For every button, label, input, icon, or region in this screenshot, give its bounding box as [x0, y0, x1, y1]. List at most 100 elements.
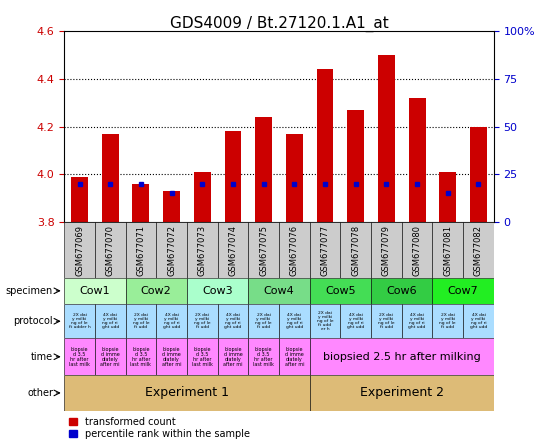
Bar — [432, 278, 494, 304]
Bar — [95, 222, 126, 278]
Bar — [218, 304, 248, 338]
Text: Cow6: Cow6 — [387, 286, 417, 296]
Text: Cow3: Cow3 — [203, 286, 233, 296]
Text: GSM677073: GSM677073 — [198, 225, 207, 276]
Text: GSM677078: GSM677078 — [351, 225, 360, 276]
Text: Cow5: Cow5 — [325, 286, 355, 296]
Text: 2X dai
y milki
ng of le
ft udd: 2X dai y milki ng of le ft udd — [256, 313, 272, 329]
Text: biopsie
d imme
diately
after mi: biopsie d imme diately after mi — [162, 347, 181, 367]
Bar — [340, 222, 371, 278]
Text: GSM677076: GSM677076 — [290, 225, 299, 276]
Text: GSM677081: GSM677081 — [443, 225, 453, 276]
Text: 2X dai
y milki
ng of le
ft udd: 2X dai y milki ng of le ft udd — [440, 313, 456, 329]
Bar — [286, 134, 303, 222]
Bar — [187, 304, 218, 338]
Bar — [340, 304, 371, 338]
Bar — [102, 134, 119, 222]
Text: biopsie
d 3.5
hr after
last milk: biopsie d 3.5 hr after last milk — [253, 347, 274, 367]
Bar — [187, 278, 248, 304]
Text: biopsie
d 3.5
hr after
last milk: biopsie d 3.5 hr after last milk — [192, 347, 213, 367]
Bar — [402, 222, 432, 278]
Bar — [279, 304, 310, 338]
Text: GSM677071: GSM677071 — [136, 225, 146, 276]
Bar — [371, 304, 402, 338]
Bar — [126, 222, 156, 278]
Bar — [64, 278, 126, 304]
Text: biopsie
d imme
diately
after mi: biopsie d imme diately after mi — [223, 347, 243, 367]
Bar — [310, 304, 340, 338]
Bar — [463, 222, 494, 278]
Text: biopsie
d imme
diately
after mi: biopsie d imme diately after mi — [100, 347, 120, 367]
Bar — [156, 338, 187, 375]
Bar — [126, 338, 156, 375]
Bar — [64, 222, 95, 278]
Bar — [378, 55, 395, 222]
Bar — [347, 110, 364, 222]
Bar — [126, 278, 187, 304]
Bar — [64, 304, 95, 338]
Bar — [279, 338, 310, 375]
Text: Experiment 2: Experiment 2 — [360, 386, 444, 400]
Bar — [64, 375, 310, 411]
Bar — [408, 98, 426, 222]
Bar — [255, 117, 272, 222]
Bar — [248, 338, 279, 375]
Bar — [126, 304, 156, 338]
Bar — [310, 338, 494, 375]
Text: time: time — [31, 352, 53, 362]
Text: 4X dai
y milki
ng of ri
ght udd: 4X dai y milki ng of ri ght udd — [163, 313, 180, 329]
Text: GSM677075: GSM677075 — [259, 225, 268, 276]
Bar — [439, 172, 456, 222]
Text: specimen: specimen — [6, 286, 53, 296]
Text: 4X dai
y milki
ng of ri
ght udd: 4X dai y milki ng of ri ght udd — [286, 313, 303, 329]
Bar — [248, 304, 279, 338]
Text: Cow7: Cow7 — [448, 286, 479, 296]
Bar — [218, 338, 248, 375]
Bar — [371, 278, 432, 304]
Bar — [187, 338, 218, 375]
Text: GSM677072: GSM677072 — [167, 225, 176, 276]
Text: 4X dai
y milki
ng of ri
ght udd: 4X dai y milki ng of ri ght udd — [102, 313, 119, 329]
Text: 4X dai
y milki
ng of ri
ght udd: 4X dai y milki ng of ri ght udd — [347, 313, 364, 329]
Bar — [163, 191, 180, 222]
Text: protocol: protocol — [13, 316, 53, 326]
Text: GSM677077: GSM677077 — [320, 225, 330, 276]
Text: GSM677079: GSM677079 — [382, 225, 391, 276]
Text: Cow4: Cow4 — [263, 286, 295, 296]
Bar — [402, 304, 432, 338]
Text: GSM677080: GSM677080 — [412, 225, 422, 276]
Bar — [95, 304, 126, 338]
Text: GDS4009 / Bt.27120.1.A1_at: GDS4009 / Bt.27120.1.A1_at — [170, 16, 388, 32]
Bar — [218, 222, 248, 278]
Bar — [310, 375, 494, 411]
Text: 4X dai
y milki
ng of ri
ght udd: 4X dai y milki ng of ri ght udd — [408, 313, 426, 329]
Text: GSM677082: GSM677082 — [474, 225, 483, 276]
Text: Cow1: Cow1 — [80, 286, 110, 296]
Bar — [248, 222, 279, 278]
Bar — [194, 172, 211, 222]
Bar — [371, 222, 402, 278]
Bar — [95, 338, 126, 375]
Bar — [248, 278, 310, 304]
Text: biopsie
d 3.5
hr after
last milk: biopsie d 3.5 hr after last milk — [131, 347, 151, 367]
Bar — [310, 222, 340, 278]
Bar — [224, 131, 242, 222]
Text: Experiment 1: Experiment 1 — [145, 386, 229, 400]
Bar — [132, 184, 150, 222]
Bar — [470, 127, 487, 222]
Bar — [71, 177, 88, 222]
Text: 2X dai
y milki
ng of le
ft udd: 2X dai y milki ng of le ft udd — [378, 313, 395, 329]
Bar — [64, 338, 95, 375]
Text: 4X dai
y milki
ng of ri
ght udd: 4X dai y milki ng of ri ght udd — [470, 313, 487, 329]
Bar — [156, 222, 187, 278]
Bar — [463, 304, 494, 338]
Legend: transformed count, percentile rank within the sample: transformed count, percentile rank withi… — [69, 417, 249, 439]
Bar — [279, 222, 310, 278]
Text: Cow2: Cow2 — [141, 286, 172, 296]
Bar — [432, 222, 463, 278]
Text: biopsie
d imme
diately
after mi: biopsie d imme diately after mi — [285, 347, 304, 367]
Bar — [310, 278, 371, 304]
Bar — [316, 69, 334, 222]
Bar — [432, 304, 463, 338]
Text: GSM677074: GSM677074 — [228, 225, 238, 276]
